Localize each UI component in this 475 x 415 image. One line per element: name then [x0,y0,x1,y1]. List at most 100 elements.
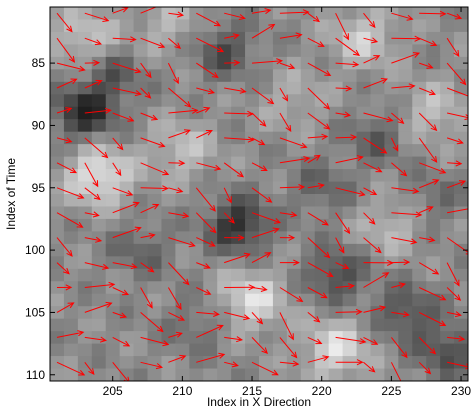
quiver-arrow [112,137,124,151]
quiver-arrow [223,187,232,204]
heatmap-cell [412,69,427,83]
quiver-arrow [168,87,192,108]
heatmap-cell [412,194,427,207]
heatmap-cell [300,368,316,381]
heatmap-cell [272,343,288,357]
x-axis-label: Index in X Direction [207,395,311,409]
quiver-arrow [391,259,411,266]
quiver-arrow [251,212,282,224]
heatmap-cell [175,81,190,95]
quiver-arrow [167,287,182,311]
y-tick-label: 105 [25,305,45,319]
quiver-arrow [279,211,298,218]
heatmap-cell [398,293,413,307]
heatmap-cell [133,169,148,182]
heatmap-cell [119,7,134,20]
heatmap-cell [63,7,79,20]
quiver-arrow [418,311,447,327]
heatmap-cell [203,181,218,195]
heatmap-cell [133,243,148,257]
heatmap-cell [133,44,148,58]
quiver-arrow [56,37,76,63]
heatmap-cell [398,181,413,195]
heatmap-cell [119,106,134,120]
quiver-arrow [140,162,170,176]
heatmap-cell [370,293,385,307]
heatmap-cell [175,281,190,295]
heatmap-cell [426,243,441,257]
heatmap-cell [314,218,330,232]
heatmap-cell [189,218,204,232]
quiver-arrow [307,133,329,140]
quiver-arrow [195,212,217,234]
quiver-arrow [446,12,463,20]
heatmap-cell [91,119,107,133]
heatmap-cell [91,281,107,295]
quiver-arrow [363,361,376,373]
heatmap-cell [217,293,232,307]
heatmap-cell [426,281,441,295]
heatmap-cell [231,156,246,170]
heatmap-cell [50,44,65,58]
heatmap-cell [119,331,134,344]
heatmap-cell [314,343,330,357]
heatmap-cell [119,231,134,245]
heatmap-cell [440,368,455,381]
heatmap-cell [426,31,441,45]
heatmap-cell [370,56,385,70]
heatmap-cell [426,368,441,381]
heatmap-cell [412,293,427,307]
heatmap-cell [245,169,260,182]
heatmap-cell [217,19,232,33]
heatmap-cell [175,243,190,257]
heatmap-cell [259,56,274,70]
quiver-arrow [446,137,464,145]
quiver-arrow [224,12,246,20]
heatmap-cell [147,69,162,83]
heatmap-cell [63,31,79,45]
quiver-arrow [84,107,112,114]
quiver-arrow [335,111,352,118]
heatmap-cell [440,268,455,282]
heatmap-cell [50,194,65,207]
heatmap-cell [272,243,288,257]
heatmap-cell [147,106,162,120]
heatmap-cell [398,94,413,108]
quiver-arrow [251,187,273,203]
quiver-arrow [363,162,383,173]
heatmap-cell [314,94,330,108]
heatmap-cell [272,144,288,157]
heatmap-cell [161,318,176,332]
x-axis-ticks: 205 210 215 220 225 230 [103,7,471,398]
quiver-arrow [363,137,388,154]
heatmap-cell [245,69,260,83]
heatmap-cell [342,31,357,45]
quiver-arrow [224,59,241,66]
heatmap-cell [133,194,148,207]
heatmap-cell [77,19,93,33]
quiver-arrow [168,11,185,18]
heatmap-cell [370,7,385,20]
quiver-arrow [279,184,306,191]
quiver-arrow [196,237,216,247]
heatmap-cell [259,119,274,133]
heatmap-cell [231,119,246,133]
quiver-arrow [391,282,407,289]
heatmap-cell [454,56,468,70]
heatmap-cell [217,94,232,108]
quiver-arrow [196,130,213,139]
heatmap-cell [398,156,413,170]
heatmap-cell [272,318,288,332]
heatmap-cell [370,218,385,232]
heatmap-cell [91,356,107,369]
heatmap-cell [105,44,121,58]
quiver-arrow [56,262,70,275]
quiver-arrow [418,361,432,375]
heatmap-cell [398,231,413,245]
heatmap-cell [50,368,65,381]
heatmap-cell [370,131,385,145]
quiver-arrow [251,137,266,146]
x-tick-label: 230 [451,384,471,398]
heatmap-cell [147,194,162,207]
quiver-arrow [307,287,328,299]
